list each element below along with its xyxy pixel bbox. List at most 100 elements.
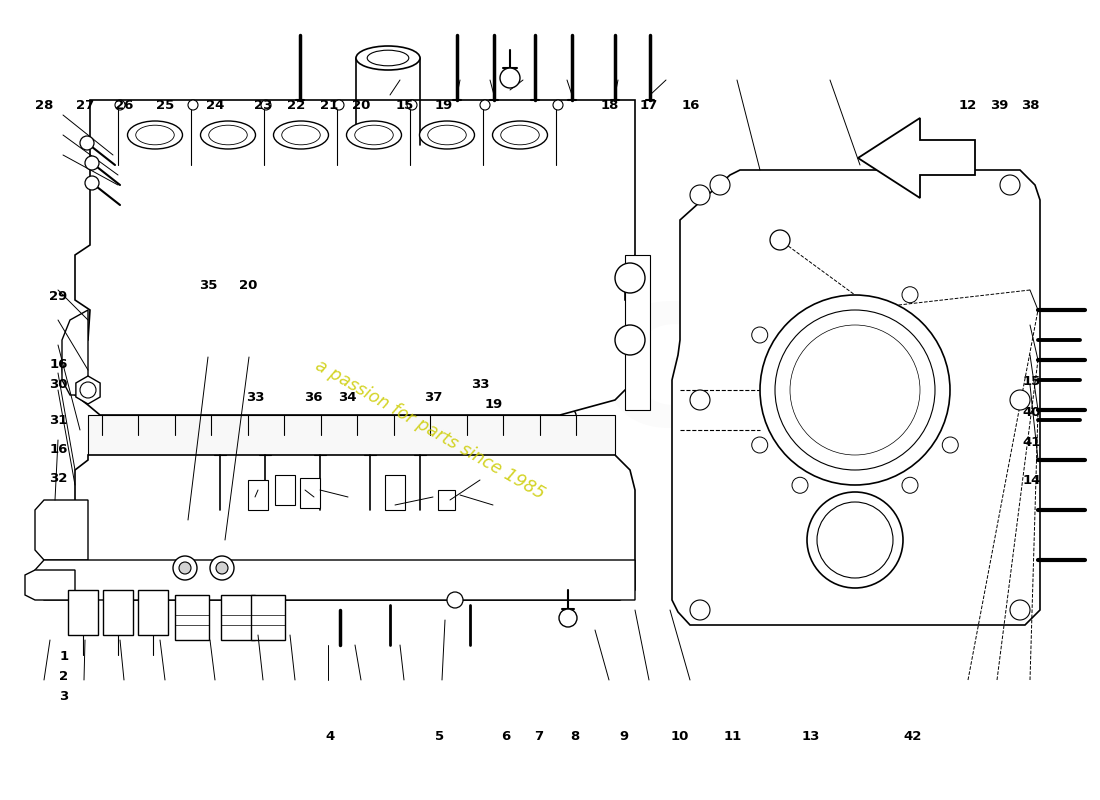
- Circle shape: [188, 100, 198, 110]
- Text: 40: 40: [1023, 406, 1041, 418]
- Polygon shape: [103, 590, 133, 635]
- Polygon shape: [88, 415, 615, 455]
- Circle shape: [770, 230, 790, 250]
- Text: 31: 31: [50, 414, 67, 427]
- Circle shape: [1010, 390, 1030, 410]
- Text: 17: 17: [640, 99, 658, 112]
- Circle shape: [447, 592, 463, 608]
- Circle shape: [85, 156, 99, 170]
- Polygon shape: [858, 118, 975, 198]
- Text: 4: 4: [326, 730, 334, 742]
- Text: 42: 42: [904, 730, 922, 742]
- Polygon shape: [221, 595, 255, 640]
- Text: 3: 3: [59, 690, 68, 702]
- Ellipse shape: [128, 121, 183, 149]
- Text: 33: 33: [246, 391, 264, 404]
- Text: 26: 26: [116, 99, 133, 112]
- Ellipse shape: [354, 126, 394, 145]
- Circle shape: [80, 136, 94, 150]
- Circle shape: [615, 263, 645, 293]
- Polygon shape: [248, 480, 268, 510]
- Polygon shape: [68, 590, 98, 635]
- Text: 18: 18: [601, 99, 618, 112]
- Polygon shape: [251, 595, 285, 640]
- Circle shape: [817, 502, 893, 578]
- Circle shape: [760, 295, 950, 485]
- Ellipse shape: [419, 121, 474, 149]
- Polygon shape: [300, 478, 320, 508]
- Text: 38: 38: [1022, 99, 1040, 112]
- Ellipse shape: [493, 121, 548, 149]
- Circle shape: [792, 478, 808, 494]
- Ellipse shape: [274, 121, 329, 149]
- Text: 5: 5: [436, 730, 444, 742]
- Text: 37: 37: [425, 391, 442, 404]
- Circle shape: [902, 286, 918, 302]
- Circle shape: [902, 478, 918, 494]
- Circle shape: [1000, 175, 1020, 195]
- Text: 14: 14: [1023, 474, 1041, 486]
- Text: 39: 39: [990, 99, 1008, 112]
- Text: 15: 15: [1023, 375, 1041, 388]
- Text: 2: 2: [59, 670, 68, 682]
- Circle shape: [480, 100, 490, 110]
- Text: 12: 12: [959, 99, 977, 112]
- Text: 20: 20: [352, 99, 370, 112]
- Circle shape: [943, 437, 958, 453]
- Circle shape: [334, 100, 344, 110]
- Text: 30: 30: [50, 378, 67, 390]
- Circle shape: [710, 175, 730, 195]
- Text: GTS: GTS: [596, 298, 964, 462]
- Text: 9: 9: [619, 730, 628, 742]
- Text: 10: 10: [671, 730, 689, 742]
- Polygon shape: [385, 475, 405, 510]
- Circle shape: [559, 609, 578, 627]
- Ellipse shape: [135, 126, 174, 145]
- Circle shape: [407, 100, 417, 110]
- Text: 41: 41: [1023, 436, 1041, 449]
- Text: 19: 19: [485, 398, 503, 410]
- Text: 19: 19: [434, 99, 452, 112]
- Polygon shape: [75, 100, 640, 415]
- Text: 16: 16: [682, 99, 700, 112]
- Circle shape: [173, 556, 197, 580]
- Text: 21: 21: [320, 99, 338, 112]
- Text: 35: 35: [199, 279, 217, 292]
- Text: 25: 25: [156, 99, 174, 112]
- Text: 15: 15: [396, 99, 414, 112]
- Circle shape: [690, 600, 710, 620]
- Text: 22: 22: [287, 99, 305, 112]
- Text: 27: 27: [76, 99, 94, 112]
- Text: 7: 7: [535, 730, 543, 742]
- Polygon shape: [35, 500, 88, 560]
- Text: 23: 23: [254, 99, 272, 112]
- Text: 11: 11: [724, 730, 741, 742]
- Text: 1: 1: [59, 650, 68, 662]
- Text: 36: 36: [305, 391, 322, 404]
- Polygon shape: [62, 310, 88, 395]
- Circle shape: [80, 382, 96, 398]
- Polygon shape: [35, 560, 635, 600]
- Text: 34: 34: [339, 391, 356, 404]
- Circle shape: [615, 325, 645, 355]
- Polygon shape: [438, 490, 455, 510]
- Text: 20: 20: [240, 279, 257, 292]
- Circle shape: [216, 562, 228, 574]
- Ellipse shape: [500, 126, 539, 145]
- Text: 6: 6: [502, 730, 510, 742]
- Ellipse shape: [346, 121, 402, 149]
- Circle shape: [790, 325, 920, 455]
- Text: 13: 13: [802, 730, 820, 742]
- Polygon shape: [672, 170, 1040, 625]
- Circle shape: [179, 562, 191, 574]
- Circle shape: [553, 100, 563, 110]
- Text: 16: 16: [50, 443, 67, 456]
- Text: 33: 33: [472, 378, 490, 390]
- Text: a passion for parts since 1985: a passion for parts since 1985: [312, 357, 548, 503]
- Polygon shape: [275, 475, 295, 505]
- Circle shape: [690, 185, 710, 205]
- Circle shape: [210, 556, 234, 580]
- Circle shape: [690, 390, 710, 410]
- Circle shape: [261, 100, 271, 110]
- Ellipse shape: [200, 121, 255, 149]
